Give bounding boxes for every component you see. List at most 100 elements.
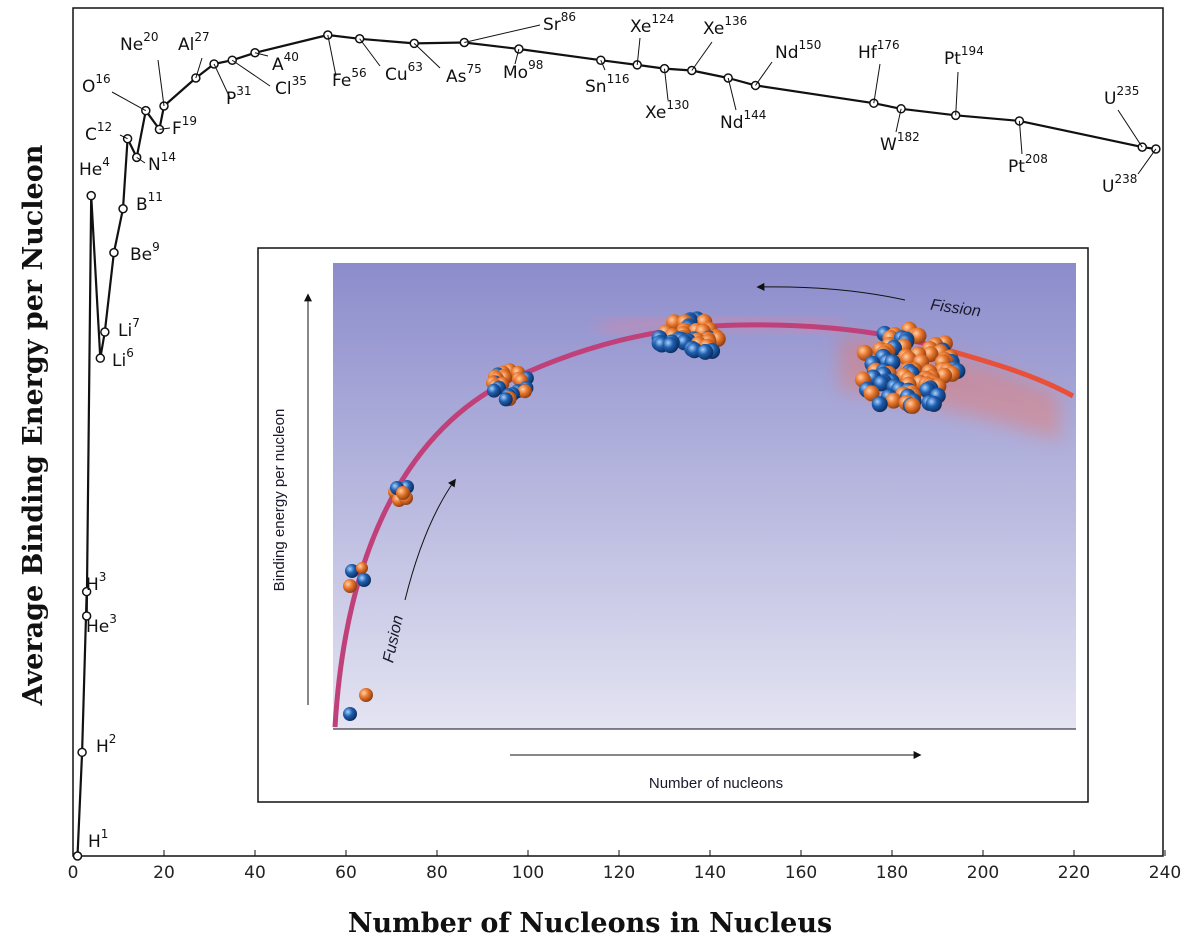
x-tick-label: 120: [603, 863, 635, 883]
proton-sphere: [904, 397, 921, 414]
data-point: [81, 611, 92, 621]
neutron-sphere: [925, 395, 942, 412]
isotope-label: Be9: [130, 240, 160, 265]
isotope-label: B11: [136, 190, 163, 215]
inset-y-label: Binding energy per nucleon: [271, 409, 288, 592]
isotope-label: He3: [86, 612, 117, 637]
isotope-label: Xe136: [703, 14, 747, 39]
isotope-leader-line: [600, 60, 606, 71]
isotope-label: A40: [272, 50, 299, 75]
isotope-leader-line: [514, 48, 520, 65]
isotope-label: P31: [226, 84, 252, 109]
isotope-leader-line: [664, 68, 669, 101]
isotope-leader-line: [213, 63, 231, 99]
neutron-sphere: [357, 573, 371, 587]
data-point: [227, 55, 237, 65]
neutron-sphere: [873, 375, 890, 392]
neutron-sphere: [871, 396, 888, 413]
x-axis-title: Number of Nucleons in Nucleus: [348, 908, 832, 939]
isotope-leader-line: [691, 41, 713, 71]
isotope-leader-line: [895, 108, 902, 133]
proton-sphere: [910, 327, 927, 344]
isotope-label: Hf176: [858, 38, 900, 63]
isotope-labels: H1 H2 He3 H3 He4 Li6 Li7 Be9 B11 C12 N14 O16 F19 Ne20…: [79, 10, 1157, 852]
isotope-label: F19: [172, 114, 197, 139]
neutron-sphere: [486, 383, 501, 398]
isotope-leader-line: [413, 43, 441, 69]
data-point: [118, 203, 128, 214]
isotope-leader-line: [159, 127, 171, 130]
isotope-leader-line: [1117, 109, 1143, 148]
data-point: [95, 353, 106, 363]
data-markers: [72, 30, 1161, 861]
x-tick-label: 20: [153, 863, 175, 883]
x-ticks: 0 20 40 60 80 100 120 140 160 180 200 220 240: [68, 850, 1181, 883]
isotope-leader-line: [636, 37, 641, 65]
fusion-arrow: [404, 478, 456, 601]
isotope-label: N14: [148, 150, 176, 175]
isotope-leader-line: [327, 34, 337, 77]
x-tick-label: 180: [876, 863, 908, 883]
isotope-label: Pt194: [944, 44, 984, 69]
isotope-leader-line: [359, 38, 381, 67]
isotope-label: C12: [85, 120, 112, 145]
isotope-leader-line: [136, 156, 146, 164]
data-point: [86, 190, 96, 201]
isotope-leader-line: [231, 59, 271, 87]
isotope-leader-line: [873, 63, 881, 104]
isotope-label: Pt208: [1008, 152, 1048, 177]
plot-frame: [72, 7, 1164, 857]
isotope-label: Cu63: [385, 60, 423, 85]
isotope-label: Xe130: [645, 98, 689, 123]
neutron-sphere: [343, 707, 357, 721]
data-point: [596, 55, 606, 65]
isotope-label: Mo98: [503, 58, 543, 83]
data-point: [109, 247, 119, 258]
isotope-leader-line: [254, 52, 269, 57]
x-tick-label: 40: [244, 863, 266, 883]
proton-sphere: [885, 392, 902, 409]
isotope-leader-line: [1137, 148, 1157, 175]
isotope-label: Nd150: [775, 38, 821, 63]
x-tick-label: 60: [335, 863, 357, 883]
isotope-label: H2: [96, 732, 116, 757]
isotope-leader-line: [157, 59, 165, 107]
isotope-label: Al27: [178, 30, 210, 55]
isotope-leader-line: [955, 71, 959, 116]
fission-label: Fission: [929, 297, 982, 321]
isotope-label: U235: [1104, 84, 1139, 109]
inset-x-label: Number of nucleons: [649, 775, 783, 792]
isotope-label: Xe124: [630, 12, 674, 37]
isotope-label: Ne20: [120, 30, 158, 55]
inset-binding-curve: [332, 322, 941, 728]
x-tick-label: 80: [426, 863, 448, 883]
proton-sphere: [359, 688, 373, 702]
neutron-sphere: [345, 564, 359, 578]
isotope-label: Nd144: [720, 108, 766, 133]
data-point: [77, 747, 87, 758]
isotope-label: H3: [86, 570, 106, 595]
isotope-label: He4: [79, 155, 110, 180]
data-point: [209, 59, 219, 69]
isotope-label: Li6: [112, 346, 134, 371]
isotope-label: H1: [88, 827, 108, 852]
proton-sphere: [343, 579, 357, 593]
x-tick-label: 220: [1058, 863, 1090, 883]
nuclei-illustrations: [343, 311, 966, 721]
neutron-sphere: [498, 392, 513, 407]
isotope-leader-line: [111, 91, 147, 112]
data-point: [81, 586, 92, 597]
data-point: [100, 327, 110, 337]
isotope-label: W182: [880, 130, 920, 155]
isotope-label: Sr86: [543, 10, 576, 35]
neutron-sphere: [662, 337, 679, 354]
proton-sphere: [356, 562, 368, 574]
x-tick-label: 100: [512, 863, 544, 883]
isotope-label: As75: [446, 62, 482, 87]
proton-sphere: [517, 384, 532, 399]
y-axis-title: Average Binding Energy per Nucleon: [18, 144, 49, 706]
isotope-label: Sn116: [585, 72, 629, 97]
x-tick-label: 200: [967, 863, 999, 883]
isotope-label: O16: [82, 72, 111, 97]
